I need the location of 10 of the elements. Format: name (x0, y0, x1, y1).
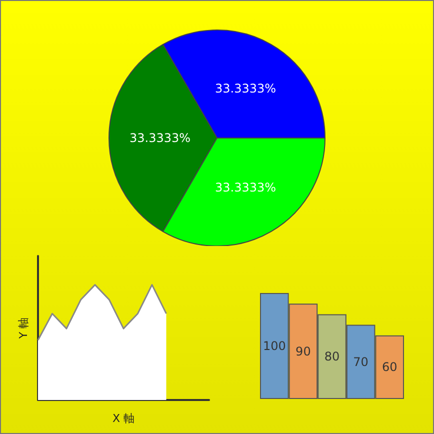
data-label: 33.3333% (214, 180, 276, 194)
data-label: 33.3333% (129, 131, 191, 145)
data-label: 70 (353, 354, 368, 369)
data-label: 33.3333% (214, 82, 276, 96)
data-label: 60 (382, 360, 398, 374)
x-axis-title: X 軸 (112, 412, 135, 425)
data-label: 90 (296, 344, 311, 358)
data-label: 100 (262, 339, 286, 353)
data-label: 80 (324, 350, 340, 364)
y-axis-title: Y 軸 (17, 317, 30, 340)
